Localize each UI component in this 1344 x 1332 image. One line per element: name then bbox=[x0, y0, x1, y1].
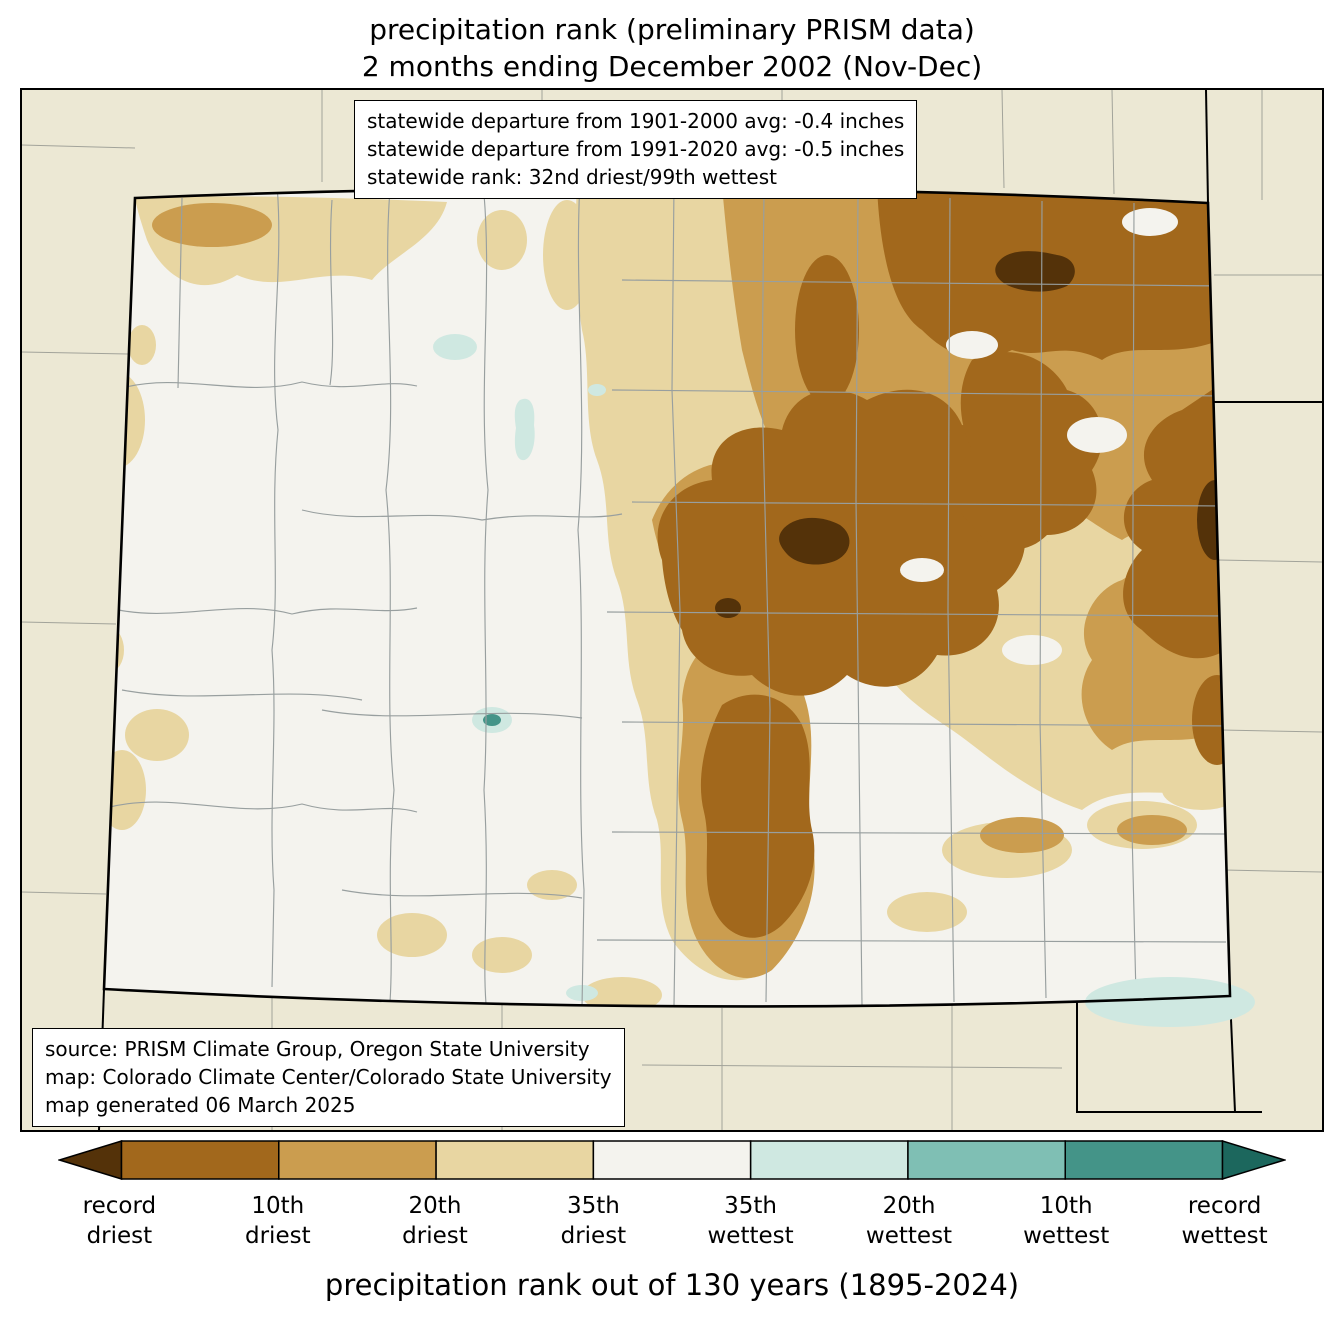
colorbar-normal-segment bbox=[592, 1140, 752, 1180]
colorbar-wet20-segment bbox=[907, 1140, 1066, 1180]
source-line-2: map: Colorado Climate Center/Colorado St… bbox=[45, 1064, 612, 1089]
source-line-3: map generated 06 March 2025 bbox=[45, 1092, 356, 1117]
colorbar-record-driest-arrow bbox=[56, 1139, 123, 1180]
statewide-stats-box: statewide departure from 1901-2000 avg: … bbox=[354, 99, 918, 199]
colorado-map-frame: statewide departure from 1901-2000 avg: … bbox=[20, 87, 1324, 1132]
colorbar-dry20-segment bbox=[278, 1140, 437, 1180]
label-record-wettest: record wettest bbox=[1181, 1192, 1268, 1249]
colorbar bbox=[56, 1139, 1288, 1184]
colorbar-labels: record driest 10th driest 20th driest 35th d… bbox=[58, 1192, 1286, 1266]
county-lines bbox=[105, 188, 1227, 1007]
colorado-precipitation-rank-map bbox=[22, 89, 1322, 1130]
near-normal-holes bbox=[900, 207, 1178, 665]
stats-line-1: statewide departure from 1901-2000 avg: … bbox=[367, 108, 905, 133]
label-20th-wettest: 20th wettest bbox=[865, 1192, 953, 1249]
source-credits-box: source: PRISM Climate Group, Oregon Stat… bbox=[32, 1027, 625, 1127]
wet-10th-spot bbox=[483, 713, 501, 726]
colorbar-dry10-segment bbox=[120, 1140, 280, 1180]
label-35th-wettest: 35th wettest bbox=[707, 1192, 794, 1249]
title-line-1: precipitation rank (preliminary PRISM da… bbox=[369, 13, 975, 46]
stats-line-3: statewide rank: 32nd driest/99th wettest bbox=[367, 164, 777, 189]
label-record-driest: record driest bbox=[82, 1192, 157, 1249]
label-10th-driest: 10th driest bbox=[244, 1192, 311, 1249]
wet-spot-south-border bbox=[1085, 976, 1255, 1027]
page-title: precipitation rank (preliminary PRISM da… bbox=[0, 0, 1344, 86]
colorbar-dry35-segment bbox=[435, 1140, 595, 1180]
source-line-1: source: PRISM Climate Group, Oregon Stat… bbox=[45, 1036, 590, 1061]
label-35th-driest: 35th driest bbox=[560, 1192, 627, 1249]
stats-line-2: statewide departure from 1991-2020 avg: … bbox=[367, 136, 905, 161]
colorbar-scale bbox=[56, 1139, 1288, 1180]
colorbar-wet35-segment bbox=[749, 1140, 909, 1180]
colorbar-record-wettest-arrow bbox=[1221, 1139, 1288, 1180]
label-10th-wettest: 10th wettest bbox=[1023, 1192, 1110, 1249]
title-line-2: 2 months ending December 2002 (Nov-Dec) bbox=[361, 49, 983, 83]
colorado-interior bbox=[104, 188, 1230, 1007]
label-20th-driest: 20th driest bbox=[402, 1192, 468, 1249]
colorbar-wet10-segment bbox=[1064, 1140, 1224, 1180]
colorbar-caption: precipitation rank out of 130 years (189… bbox=[324, 1267, 1020, 1302]
